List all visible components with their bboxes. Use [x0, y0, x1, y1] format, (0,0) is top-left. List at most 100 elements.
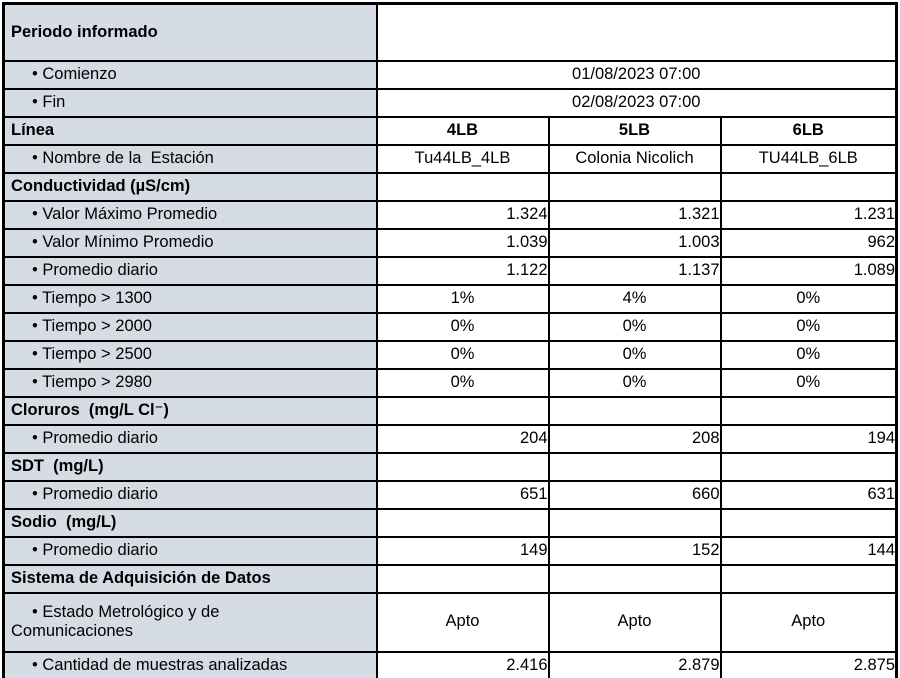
end-datetime-cell: 02/08/2023 07:00: [375, 87, 898, 118]
value-cell: 1.231: [719, 199, 898, 230]
row-label-cell: Sistema de Adquisición de Datos: [2, 563, 378, 594]
percent-cell: 0%: [719, 339, 898, 370]
empty-cell: [375, 451, 550, 482]
status-cell: Apto: [375, 591, 550, 653]
empty-cell: [719, 507, 898, 538]
value-cell: 660: [547, 479, 722, 510]
percent-cell: 0%: [547, 367, 722, 398]
row-label: • Cantidad de muestras analizadas: [32, 655, 288, 674]
percent-cell: 0%: [719, 283, 898, 314]
value-cell: 204: [375, 423, 550, 454]
value-cell: 1.321: [547, 199, 722, 230]
row-label-cell: • Estado Metrológico y de Comunicaciones: [2, 591, 378, 653]
percent-cell: 1%: [375, 283, 550, 314]
row-fin: • Fin 02/08/2023 07:00: [2, 87, 898, 118]
row-label: • Promedio diario: [32, 540, 158, 559]
row-label-line1: • Estado Metrológico y de: [32, 602, 220, 621]
status-cell: Apto: [719, 591, 898, 653]
row-label-cell: • Tiempo > 2980: [2, 367, 378, 398]
row-label: • Promedio diario: [32, 260, 158, 279]
percent-cell: 0%: [375, 367, 550, 398]
row-label-cell: Cloruros (mg/L Cl⁻): [2, 395, 378, 426]
row-label: • Promedio diario: [32, 428, 158, 447]
row-nombre-estacion: • Nombre de la Estación Tu44LB_4LB Colon…: [2, 143, 898, 174]
value-cell: 152: [547, 535, 722, 566]
empty-cell: [547, 563, 722, 594]
value-cell: 194: [719, 423, 898, 454]
row-linea: Línea 4LB 5LB 6LB: [2, 115, 898, 146]
row-label-cell: Periodo informado: [2, 2, 378, 62]
row-label-cell: • Comienzo: [2, 59, 378, 90]
row-label: Periodo informado: [11, 22, 158, 41]
row-label: Sistema de Adquisición de Datos: [11, 568, 271, 587]
row-label-cell: • Promedio diario: [2, 255, 378, 286]
percent-cell: 0%: [547, 339, 722, 370]
row-tiempo-2500: • Tiempo > 2500 0% 0% 0%: [2, 339, 898, 370]
row-valor-minimo-promedio: • Valor Mínimo Promedio 1.039 1.003 962: [2, 227, 898, 258]
row-conductividad-header: Conductividad (µS/cm): [2, 171, 898, 202]
row-label: • Comienzo: [32, 64, 117, 83]
row-label-cell: • Fin: [2, 87, 378, 118]
empty-cell: [375, 171, 550, 202]
value-cell: 651: [375, 479, 550, 510]
row-label: • Nombre de la Estación: [32, 148, 214, 167]
row-label-cell: • Tiempo > 2500: [2, 339, 378, 370]
value-cell: 631: [719, 479, 898, 510]
row-label: • Valor Máximo Promedio: [32, 204, 218, 223]
row-estado-metrologico: • Estado Metrológico y de Comunicaciones…: [2, 591, 898, 653]
row-label-cell: Conductividad (µS/cm): [2, 171, 378, 202]
row-label-cell: • Tiempo > 2000: [2, 311, 378, 342]
empty-cell: [547, 507, 722, 538]
value-cell: 208: [547, 423, 722, 454]
empty-cell: [547, 171, 722, 202]
empty-cell: [375, 563, 550, 594]
value-cell: 1.039: [375, 227, 550, 258]
empty-cell: [547, 395, 722, 426]
row-label-cell: • Promedio diario: [2, 535, 378, 566]
line-header-6lb: 6LB: [719, 115, 898, 146]
percent-cell: 0%: [719, 367, 898, 398]
row-comienzo: • Comienzo 01/08/2023 07:00: [2, 59, 898, 90]
value-cell: 2.416: [375, 650, 550, 678]
row-label-cell: Línea: [2, 115, 378, 146]
value-cell: 962: [719, 227, 898, 258]
row-promedio-diario-cloruros: • Promedio diario 204 208 194: [2, 423, 898, 454]
row-cloruros-header: Cloruros (mg/L Cl⁻): [2, 395, 898, 426]
value-cell: 1.122: [375, 255, 550, 286]
row-label: SDT (mg/L): [11, 456, 104, 475]
row-label: • Tiempo > 2000: [32, 316, 152, 335]
row-label: Cloruros (mg/L Cl⁻): [11, 400, 169, 419]
value-cell: 1.137: [547, 255, 722, 286]
empty-cell: [719, 171, 898, 202]
value-cell: 2.875: [719, 650, 898, 678]
row-label-cell: Sodio (mg/L): [2, 507, 378, 538]
start-datetime-cell: 01/08/2023 07:00: [375, 59, 898, 90]
row-promedio-diario-sodio: • Promedio diario 149 152 144: [2, 535, 898, 566]
value-cell: 2.879: [547, 650, 722, 678]
row-sdt-header: SDT (mg/L): [2, 451, 898, 482]
empty-cell: [375, 395, 550, 426]
value-cell: 1.003: [547, 227, 722, 258]
empty-cell: [547, 451, 722, 482]
row-sistema-adquisicion-header: Sistema de Adquisición de Datos: [2, 563, 898, 594]
row-cantidad-muestras: • Cantidad de muestras analizadas 2.416 …: [2, 650, 898, 678]
empty-cell: [719, 563, 898, 594]
row-label: • Tiempo > 2980: [32, 372, 152, 391]
line-header-5lb: 5LB: [547, 115, 722, 146]
row-label-cell: • Cantidad de muestras analizadas: [2, 650, 378, 678]
row-label-cell: • Valor Máximo Promedio: [2, 199, 378, 230]
percent-cell: 0%: [547, 311, 722, 342]
row-label-line2: Comunicaciones: [11, 622, 133, 640]
row-tiempo-2000: • Tiempo > 2000 0% 0% 0%: [2, 311, 898, 342]
row-label: • Valor Mínimo Promedio: [32, 232, 214, 251]
row-label-cell: • Tiempo > 1300: [2, 283, 378, 314]
row-label-cell: • Nombre de la Estación: [2, 143, 378, 174]
value-cell: 149: [375, 535, 550, 566]
row-label-cell: • Valor Mínimo Promedio: [2, 227, 378, 258]
row-label-cell: • Promedio diario: [2, 423, 378, 454]
empty-merged-cell: [375, 2, 898, 62]
row-label: Sodio (mg/L): [11, 512, 117, 531]
empty-cell: [719, 451, 898, 482]
row-label-cell: SDT (mg/L): [2, 451, 378, 482]
